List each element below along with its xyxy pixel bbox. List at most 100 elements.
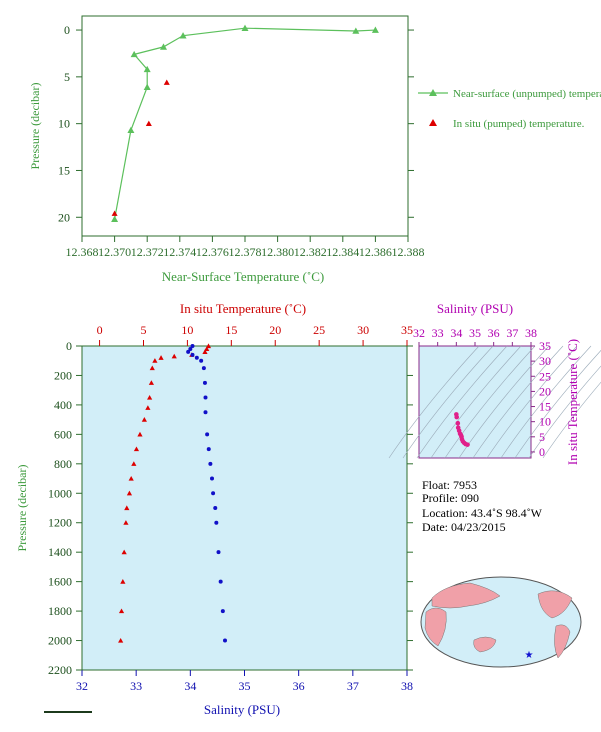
ts-salinity-tick-label: 34 bbox=[450, 326, 462, 340]
temp-tick-label: 25 bbox=[313, 323, 325, 337]
legend-label-in-situ: In situ (pumped) temperature. bbox=[453, 118, 585, 130]
salinity-tick-label: 35 bbox=[239, 679, 251, 693]
temperature-point bbox=[126, 490, 133, 496]
temperature-point bbox=[171, 353, 177, 359]
salinity-point bbox=[211, 491, 216, 496]
salinity-point bbox=[201, 366, 206, 371]
temp-tick-label: 35 bbox=[401, 323, 413, 337]
map-land-australia bbox=[473, 636, 497, 653]
salinity-point bbox=[190, 352, 195, 357]
ts-temp-tick-label: 25 bbox=[539, 369, 551, 383]
pressure-tick-label: 2200 bbox=[48, 663, 72, 677]
ts-temp-tick-label: 20 bbox=[539, 384, 551, 398]
top-x-tick-label: 12.378 bbox=[229, 245, 262, 259]
ts-temp-tick-label: 15 bbox=[539, 400, 551, 414]
salinity-point bbox=[190, 344, 195, 348]
ts-salinity-tick-label: 36 bbox=[488, 326, 500, 340]
salinity-point bbox=[203, 410, 208, 415]
temperature-point bbox=[123, 520, 129, 525]
map-land-south-america bbox=[554, 624, 571, 659]
ts-point bbox=[454, 414, 460, 420]
near-surface-point bbox=[371, 26, 379, 33]
top-x-tick-label: 12.380 bbox=[261, 245, 294, 259]
pressure-tick-label: 1400 bbox=[48, 545, 72, 559]
top-y-tick-label: 20 bbox=[58, 210, 70, 224]
salinity-tick-label: 33 bbox=[130, 679, 142, 693]
density-contour bbox=[444, 345, 536, 459]
pressure-tick-label: 1000 bbox=[48, 486, 72, 500]
temp-tick-label: 30 bbox=[357, 323, 369, 337]
ts-temp-tick-label: 5 bbox=[539, 430, 545, 444]
top-x-tick-label: 12.374 bbox=[163, 245, 196, 259]
top-x-tick-label: 12.382 bbox=[294, 245, 327, 259]
top-x-tick-label: 12.370 bbox=[98, 245, 131, 259]
temp-tick-label: 5 bbox=[140, 323, 146, 337]
salinity-point bbox=[210, 476, 214, 481]
legend-triangle-green bbox=[429, 89, 437, 96]
ts-salinity-tick-label: 38 bbox=[525, 326, 537, 340]
temp-tick-label: 15 bbox=[225, 323, 237, 337]
temp-axis-label: In situ Temperature (˚C) bbox=[180, 301, 306, 316]
ts-temp-tick-label: 0 bbox=[539, 445, 545, 459]
salinity-point bbox=[213, 506, 218, 510]
salinity-point bbox=[218, 579, 223, 584]
near-surface-point bbox=[160, 43, 167, 50]
temperature-point bbox=[131, 461, 137, 466]
top-y-tick-label: 5 bbox=[64, 70, 70, 84]
temperature-point bbox=[128, 475, 134, 481]
ts-point bbox=[455, 420, 461, 426]
near-surface-line bbox=[114, 27, 376, 220]
map-land-africa bbox=[424, 607, 447, 647]
pressure-tick-label: 0 bbox=[66, 339, 72, 353]
ts-salinity-tick-label: 32 bbox=[413, 326, 425, 340]
near-surface-point bbox=[241, 24, 249, 31]
salinity-point bbox=[220, 609, 225, 614]
ts-salinity-tick-label: 35 bbox=[469, 326, 481, 340]
pressure-tick-label: 1800 bbox=[48, 604, 72, 618]
main-chart: 0 5 10 15 20 25 30 35 32 33 34 35 36 37 38 0 200 400 600 80… bbox=[15, 301, 413, 717]
date: Date: 04/23/2015 bbox=[422, 520, 506, 534]
near-surface-point bbox=[352, 27, 360, 34]
density-contour bbox=[472, 345, 564, 459]
salinity-point bbox=[208, 461, 213, 466]
density-contour bbox=[388, 345, 480, 459]
float-info: Float: 7953 Profile: 090 Location: 43.4˚… bbox=[422, 478, 543, 534]
ts-plot-area bbox=[418, 345, 532, 459]
temperature-point bbox=[205, 343, 212, 349]
density-contour bbox=[430, 345, 522, 459]
pressure-tick-label: 800 bbox=[54, 457, 72, 471]
top-y-axis-label: Pressure (decibar) bbox=[28, 83, 42, 170]
density-contour bbox=[402, 345, 494, 459]
ts-salinity-title: Salinity (PSU) bbox=[437, 301, 513, 316]
top-plot-area bbox=[81, 15, 409, 237]
pressure-tick-label: 200 bbox=[54, 368, 72, 382]
ts-temp-tick-label: 35 bbox=[539, 339, 551, 353]
density-contour bbox=[528, 365, 601, 459]
top-x-tick-label: 12.388 bbox=[392, 245, 425, 259]
top-y-tick-label: 15 bbox=[58, 163, 70, 177]
temperature-point bbox=[120, 579, 126, 584]
legend-label-near-surface: Near-surface (unpumped) temperature. bbox=[453, 88, 601, 100]
float-location-star: ★ bbox=[525, 650, 534, 661]
pressure-tick-label: 1200 bbox=[48, 516, 72, 530]
float-id: Float: 7953 bbox=[422, 478, 477, 492]
temperature-point bbox=[118, 608, 125, 614]
top-x-tick-label: 12.368 bbox=[66, 245, 99, 259]
ts-salinity-tick-label: 33 bbox=[432, 326, 444, 340]
legend-triangle-red bbox=[429, 119, 437, 126]
temperature-point bbox=[137, 431, 143, 437]
temperature-point bbox=[202, 349, 208, 354]
tiny-footer-mark bbox=[44, 711, 92, 713]
salinity-point bbox=[188, 346, 193, 351]
near-surface-point bbox=[111, 215, 119, 222]
temperature-point bbox=[133, 446, 140, 452]
ts-point bbox=[465, 442, 470, 447]
temperature-point bbox=[204, 346, 210, 352]
salinity-point bbox=[199, 358, 204, 363]
salinity-tick-label: 32 bbox=[76, 679, 88, 693]
top-chart: 12.368 12.370 12.372 12.374 12.376 12.378 12.3… bbox=[28, 15, 601, 284]
near-surface-point bbox=[143, 83, 151, 90]
top-x-axis-label: Near-Surface Temperature (˚C) bbox=[162, 269, 324, 284]
temp-tick-label: 20 bbox=[269, 323, 281, 337]
top-x-tick-label: 12.386 bbox=[359, 245, 392, 259]
